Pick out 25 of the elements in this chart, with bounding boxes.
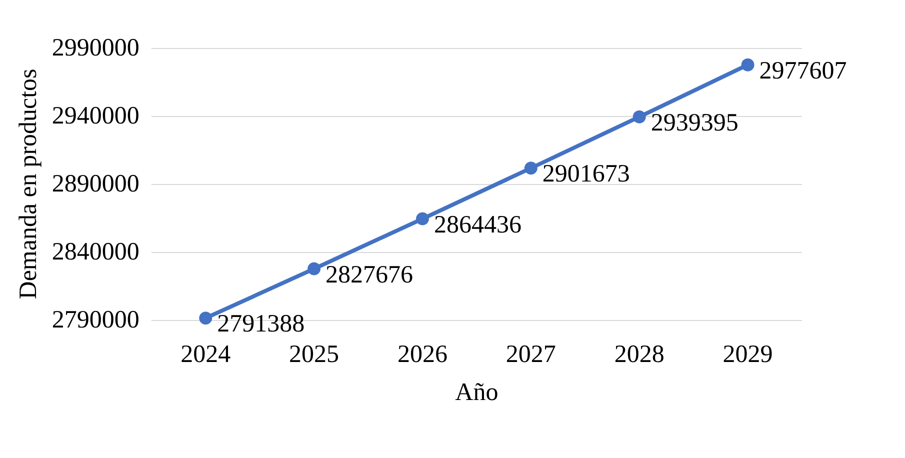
- y-tick-label: 2790000: [52, 306, 140, 334]
- point: [632, 110, 646, 124]
- data-label: 2977607: [759, 57, 847, 84]
- point: [524, 162, 538, 175]
- data-label: 2939395: [650, 109, 738, 136]
- point: [308, 262, 321, 276]
- data-label: 2901673: [542, 160, 630, 188]
- y-tick-label: 2990000: [52, 34, 140, 62]
- x-tick-label: 2026: [397, 341, 448, 368]
- x-tick-label: 2025: [289, 341, 340, 368]
- x-tick-label: 2024: [180, 341, 232, 368]
- x-tick-label: 2029: [722, 341, 773, 368]
- y-tick-label: 2940000: [52, 102, 140, 130]
- x-tick-label: 2028: [614, 341, 664, 368]
- x-axis-title: Año: [455, 379, 498, 406]
- data-label: 2827676: [326, 261, 414, 288]
- point: [199, 312, 212, 325]
- x-tick-label: 2027: [506, 341, 556, 368]
- y-tick-label: 2840000: [52, 238, 140, 266]
- y-axis-title: Demanda en productos: [15, 68, 42, 300]
- point: [416, 212, 429, 226]
- data-label: 2791388: [217, 310, 305, 338]
- y-tick-label: 2890000: [52, 170, 140, 198]
- point: [741, 58, 754, 72]
- data-label: 2864436: [434, 211, 522, 238]
